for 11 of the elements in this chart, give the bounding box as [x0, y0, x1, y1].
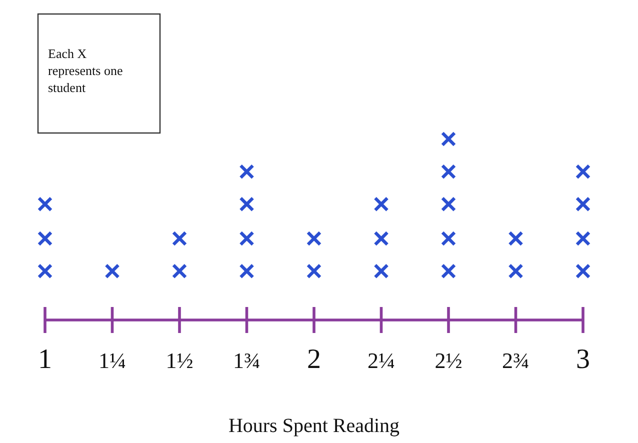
x-tick-label: 2: [307, 344, 321, 375]
x-axis-title: Hours Spent Reading: [228, 415, 400, 437]
x-tick-label: 1½: [166, 348, 194, 373]
text: Each X represents one student: [48, 46, 123, 95]
x-tick-label: 3: [576, 344, 590, 375]
x-tick-label: 1¾: [233, 348, 260, 373]
x-tick-label: 2¼: [368, 348, 395, 373]
x-tick-label: 2½: [434, 348, 462, 373]
x-tick-label: 2¾: [502, 348, 530, 373]
x-tick-label: 1: [38, 344, 52, 375]
x-tick-label: 1¼: [98, 348, 126, 373]
